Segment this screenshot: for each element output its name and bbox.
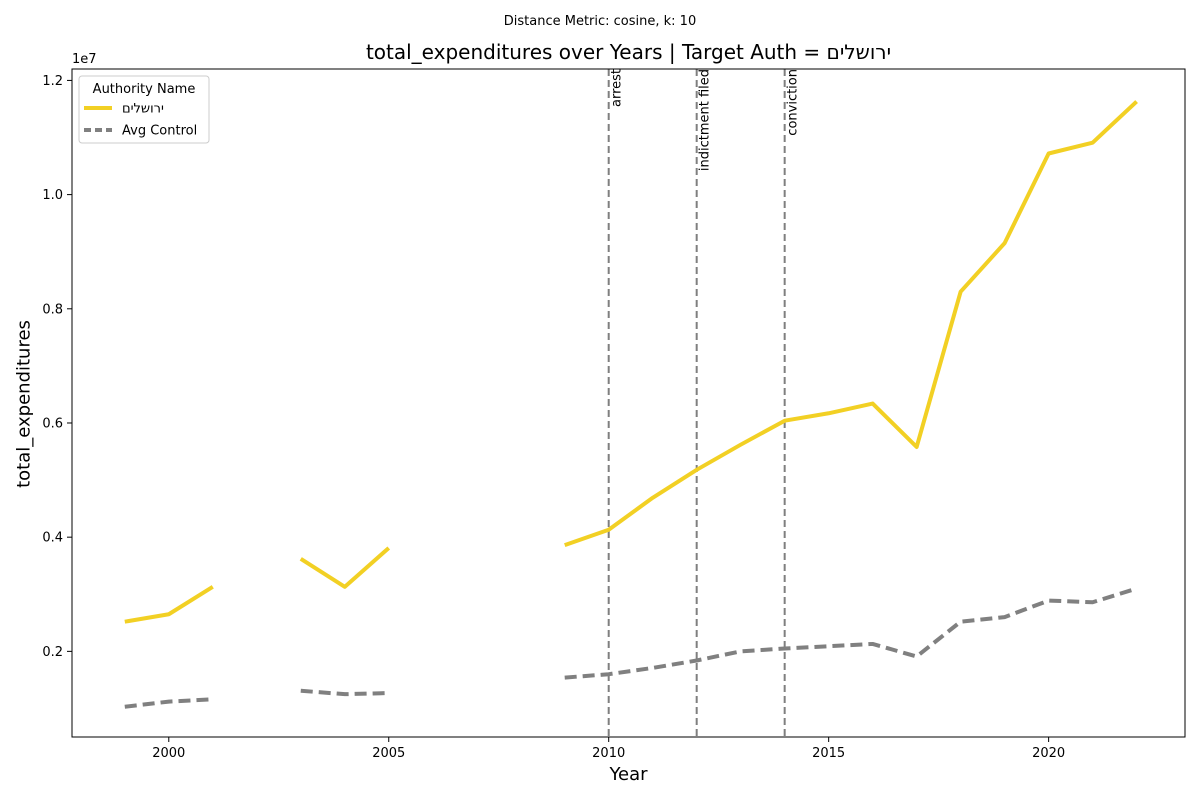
legend-entry-1: Avg Control: [122, 124, 197, 139]
series-line-1: [124, 586, 1138, 709]
legend-entry-0: ירושלים: [122, 102, 164, 117]
legend-box: [78, 75, 210, 144]
y-offset-label: 1e7: [72, 52, 97, 67]
y-tick-label-0: 0.2: [42, 645, 63, 660]
y-tick-label-3: 0.8: [42, 302, 63, 317]
y-tick-label-1: 0.4: [42, 531, 63, 546]
x-axis-label: Year: [609, 764, 648, 785]
event-label-0: arrest: [610, 69, 625, 107]
y-tick-label-2: 0.6: [42, 416, 63, 431]
x-tick-label-0: 2000: [152, 746, 185, 761]
x-tick-label-2: 2010: [592, 746, 625, 761]
plot-frame: [71, 68, 1186, 738]
chart-suptitle: Distance Metric: cosine, k: 10: [503, 14, 697, 29]
x-tick-label-1: 2005: [372, 746, 405, 761]
y-tick-label-5: 1.2: [42, 74, 63, 89]
x-tick-label-4: 2020: [1032, 746, 1065, 761]
x-tick-label-3: 2015: [812, 746, 845, 761]
event-label-1: indictment filed: [697, 69, 712, 171]
chart-title: total_expenditures over Years | Target A…: [365, 40, 892, 64]
y-tick-label-4: 1.0: [42, 188, 63, 203]
legend-title: Authority Name: [93, 82, 196, 97]
series-line-0: [124, 100, 1138, 624]
event-label-2: conviction: [785, 69, 800, 136]
